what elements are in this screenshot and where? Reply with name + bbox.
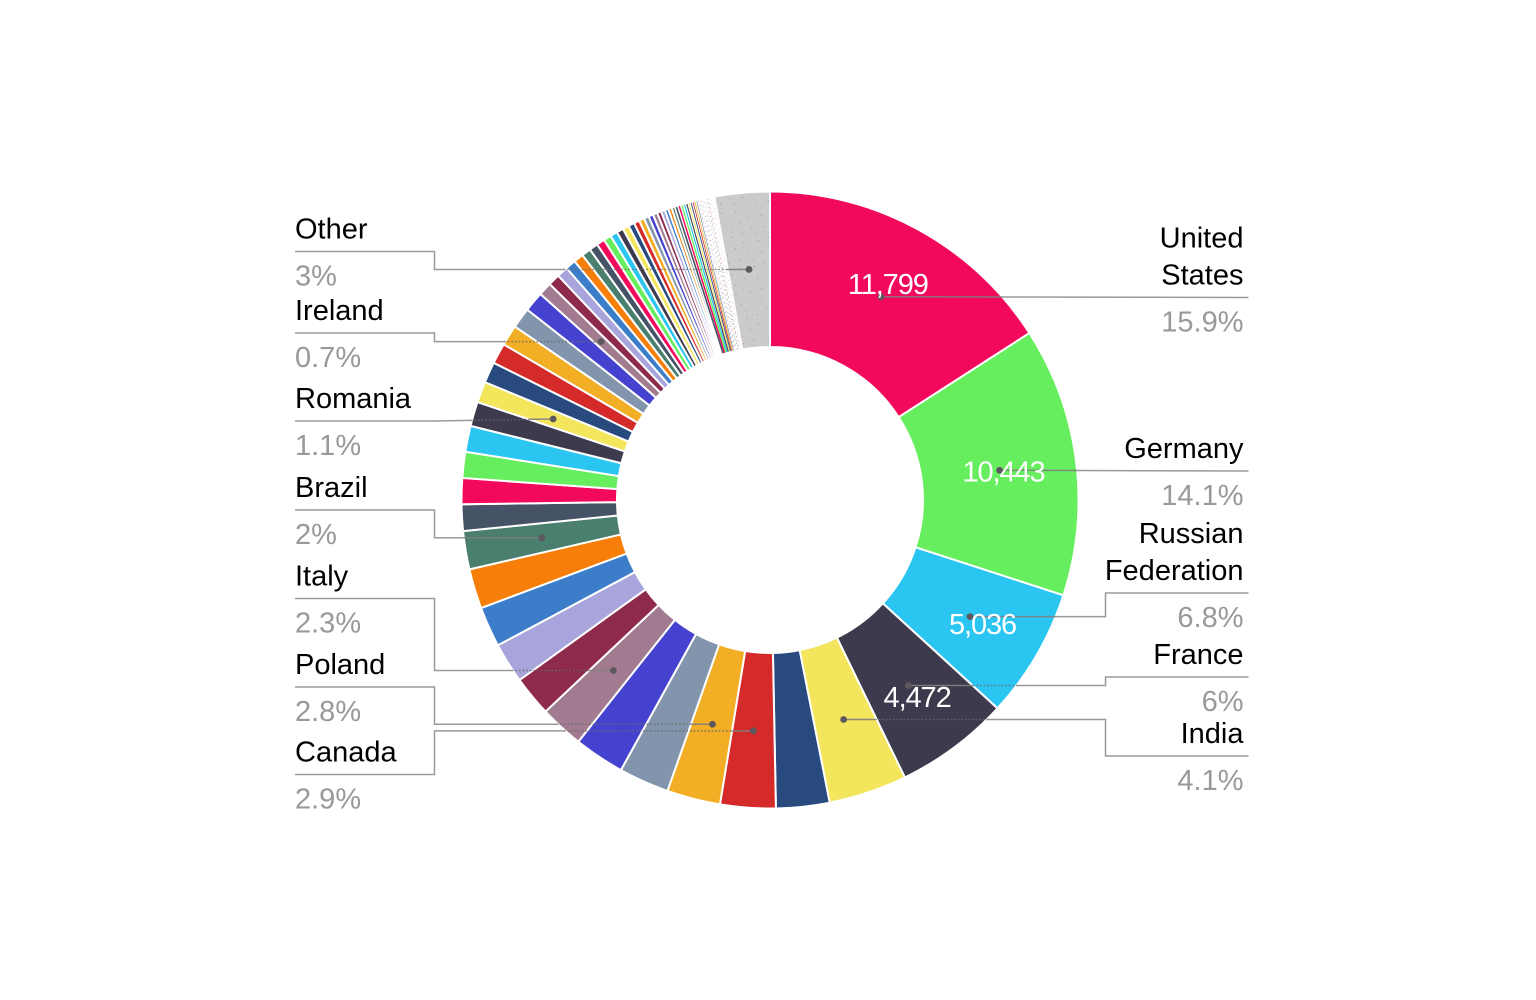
svg-text:15.9%: 15.9% bbox=[1161, 307, 1243, 339]
svg-text:4.1%: 4.1% bbox=[1177, 765, 1243, 797]
svg-text:Ireland: Ireland bbox=[295, 295, 384, 327]
svg-text:14.1%: 14.1% bbox=[1161, 480, 1243, 512]
svg-text:Russian: Russian bbox=[1139, 518, 1244, 550]
svg-text:Brazil: Brazil bbox=[295, 472, 368, 504]
svg-text:Romania: Romania bbox=[295, 383, 412, 415]
svg-text:Poland: Poland bbox=[295, 649, 385, 681]
svg-text:1.1%: 1.1% bbox=[295, 430, 361, 462]
svg-text:India: India bbox=[1181, 718, 1245, 750]
svg-text:2.3%: 2.3% bbox=[295, 608, 361, 640]
svg-text:6.8%: 6.8% bbox=[1177, 602, 1243, 634]
svg-text:2%: 2% bbox=[295, 519, 337, 551]
svg-text:11,799: 11,799 bbox=[848, 269, 928, 301]
svg-text:6%: 6% bbox=[1202, 686, 1244, 718]
svg-text:10,443: 10,443 bbox=[962, 457, 1044, 489]
svg-text:France: France bbox=[1153, 639, 1243, 671]
svg-text:0.7%: 0.7% bbox=[295, 342, 361, 374]
svg-text:Federation: Federation bbox=[1105, 555, 1244, 587]
svg-text:United: United bbox=[1160, 223, 1244, 255]
svg-text:Other: Other bbox=[295, 214, 368, 246]
svg-text:5,036: 5,036 bbox=[949, 609, 1016, 641]
svg-text:2.9%: 2.9% bbox=[295, 784, 361, 816]
svg-text:States: States bbox=[1161, 260, 1243, 292]
svg-text:Germany: Germany bbox=[1124, 433, 1244, 465]
svg-text:Italy: Italy bbox=[295, 561, 349, 593]
svg-text:3%: 3% bbox=[295, 261, 337, 293]
svg-text:Canada: Canada bbox=[295, 737, 397, 769]
svg-text:4,472: 4,472 bbox=[884, 682, 951, 714]
svg-text:2.8%: 2.8% bbox=[295, 696, 361, 728]
